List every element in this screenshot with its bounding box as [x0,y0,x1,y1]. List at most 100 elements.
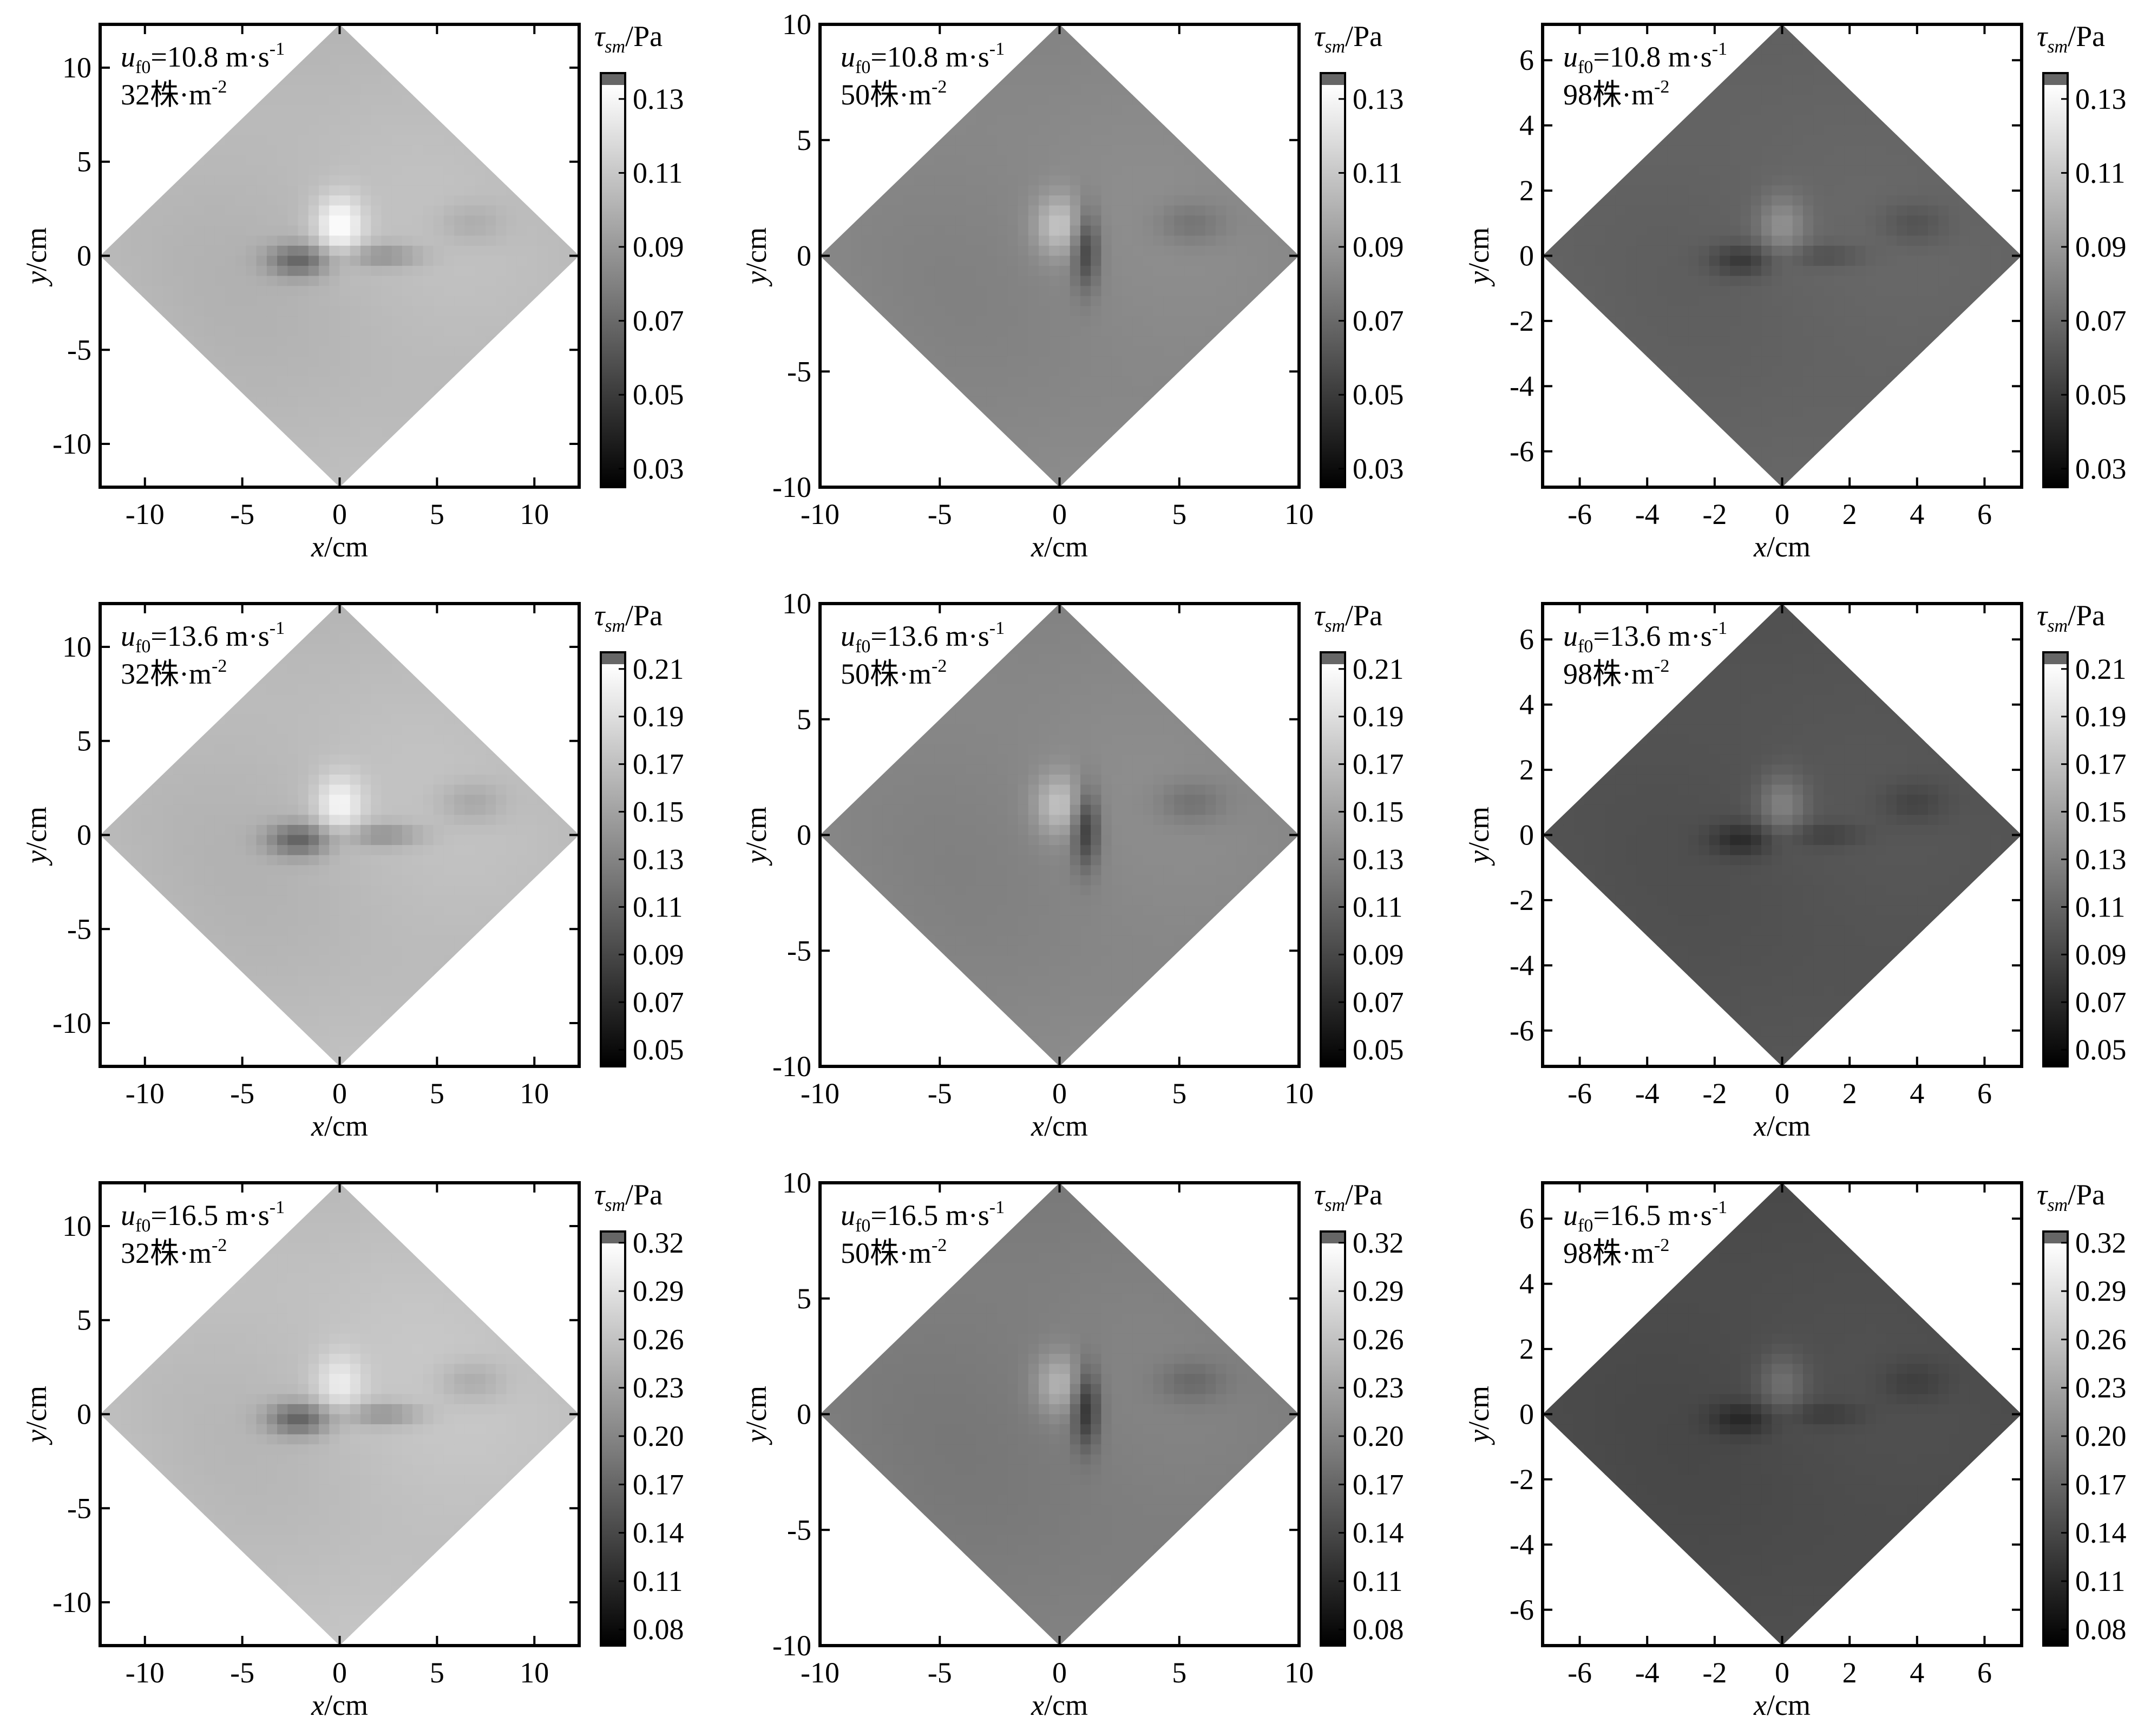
heatmap-cell [339,1016,351,1027]
heatmap-cell [1678,276,1689,287]
heatmap-cell [381,84,392,95]
heatmap-cell [1049,104,1060,116]
heatmap-cell [945,865,956,876]
heatmap-cell [454,145,465,156]
heatmap-cell [454,215,465,226]
heatmap-cell [391,734,403,745]
heatmap-cell [266,215,278,226]
heatmap-cell [360,835,372,846]
heatmap-cell [350,276,361,287]
heatmap-cell [266,225,278,237]
heatmap-cell [1143,266,1154,277]
heatmap-cell [1698,235,1710,246]
heatmap-cell [1143,346,1154,357]
heatmap-cell [986,165,998,176]
heatmap-cell [1855,286,1866,297]
heatmap-cell [204,326,215,337]
heatmap-cell [1782,235,1793,246]
heatmap-cell [1132,366,1144,377]
heatmap-cell [1080,235,1092,246]
heatmap-cell [412,165,424,176]
heatmap-cell [986,125,998,136]
heatmap-cell [1268,235,1279,246]
heatmap-cell [1772,155,1783,166]
heatmap-cell [1698,185,1710,196]
heatmap-cell [1028,125,1039,136]
heatmap-cell [298,396,309,408]
heatmap-cell [277,925,288,936]
heatmap-cell [319,734,330,745]
heatmap-cell [256,195,267,206]
heatmap-cell [506,205,517,216]
heatmap-cell [506,235,517,246]
heatmap-cell [914,316,925,327]
heatmap-cell [256,185,267,196]
heatmap-cell [329,225,340,237]
heatmap-cell [851,845,862,856]
heatmap-cell [1802,125,1814,136]
heatmap-cell [360,366,372,377]
heatmap-cell [1132,135,1144,146]
heatmap-cell [381,995,392,1007]
heatmap-cell [955,336,967,347]
y-tick-label: 0 [77,819,91,851]
heatmap-cell [350,437,361,448]
heatmap-cell [329,694,340,705]
heatmap-cell [173,804,184,816]
heatmap-cell [893,885,904,896]
heatmap-cell [1195,185,1206,196]
heatmap-cell [464,885,476,896]
heatmap-cell [402,694,413,705]
heatmap-cell [1750,235,1762,246]
heatmap-cell [986,185,998,196]
heatmap-cell [339,684,351,695]
heatmap-cell [1143,276,1154,287]
heatmap-cell [443,915,455,926]
heatmap-cell [360,784,372,795]
heatmap-cell [1216,235,1227,246]
heatmap-cell [1039,175,1050,186]
heatmap-cell [1698,306,1710,317]
heatmap-cell [1740,235,1752,246]
heatmap-cell [861,215,873,226]
heatmap-cell [454,266,465,277]
heatmap-cell [339,205,351,216]
heatmap-cell [1720,416,1731,428]
heatmap-cell [1792,185,1804,196]
heatmap-cell [945,845,956,856]
heatmap-cell [997,155,1008,166]
heatmap-cell [1730,276,1741,287]
heatmap-cell [1153,235,1164,246]
heatmap-cell [1647,205,1658,216]
heatmap-cell [329,155,340,166]
heatmap-cell [350,744,361,755]
heatmap-cell [976,975,987,987]
heatmap-cell [945,905,956,916]
heatmap-cell [381,774,392,785]
heatmap-cell [298,185,309,196]
heatmap-cell [266,714,278,725]
heatmap-cell [1907,256,1918,266]
heatmap-cell [443,945,455,957]
heatmap-cell [464,875,476,886]
heatmap-cell [360,235,372,246]
heatmap-cell [1720,195,1731,206]
heatmap-cell [955,346,967,357]
heatmap-cell [1688,135,1700,146]
heatmap-cell [986,235,998,246]
heatmap-cell [1174,225,1185,237]
heatmap-cell [893,845,904,856]
heatmap-cell [412,104,424,116]
heatmap-cell [204,276,215,287]
heatmap-cell [464,266,476,277]
heatmap-cell [235,724,247,735]
heatmap-cell [183,845,194,856]
heatmap-cell [412,895,424,906]
heatmap-cell [506,795,517,805]
heatmap-cell [381,165,392,176]
heatmap-cell [287,195,299,206]
heatmap-cell [339,865,351,876]
heatmap-cell [1101,427,1112,437]
heatmap-cell [266,955,278,966]
heatmap-cell [506,875,517,886]
